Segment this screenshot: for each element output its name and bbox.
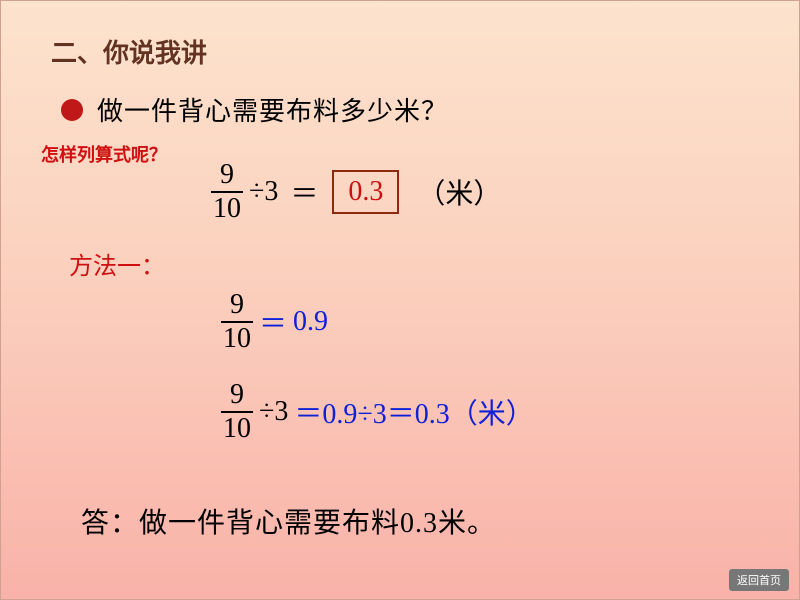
method-label: 方法一： — [69, 246, 165, 281]
equals-expression: ＝0.9÷3＝0.3（米） — [294, 392, 533, 432]
operator: ÷3 — [259, 396, 288, 428]
fraction: 9 10 — [221, 381, 253, 443]
slide: 二、你说我讲 做一件背心需要布料多少米？ 怎样列算式呢？ 9 10 ÷3 ＝ 0… — [0, 0, 800, 600]
fraction: 9 10 — [211, 161, 243, 223]
equals: ＝ — [259, 302, 287, 342]
bullet-icon — [61, 99, 83, 121]
question-row: 做一件背心需要布料多少米？ — [61, 91, 448, 128]
denominator: 10 — [221, 325, 253, 353]
fraction: 9 10 — [221, 291, 253, 353]
operator: ÷3 — [249, 176, 278, 208]
denominator: 10 — [211, 195, 243, 223]
equation-3: 9 10 ÷3 ＝0.9÷3＝0.3（米） — [221, 381, 534, 443]
equation-1: 9 10 ÷3 ＝ 0.3 （米） — [211, 161, 501, 223]
equals: ＝ — [290, 172, 318, 212]
equation-2: 9 10 ＝ 0.9 — [221, 291, 328, 353]
unit: （米） — [417, 172, 501, 212]
answer-box: 0.3 — [332, 170, 399, 214]
denominator: 10 — [221, 415, 253, 443]
question-text: 做一件背心需要布料多少米？ — [97, 91, 448, 128]
answer-text: 答：做一件背心需要布料0.3米。 — [81, 501, 496, 541]
section-title: 二、你说我讲 — [51, 33, 207, 70]
hint-text: 怎样列算式呢？ — [41, 141, 167, 167]
back-button[interactable]: 返回首页 — [729, 569, 789, 591]
numerator: 9 — [228, 291, 246, 319]
numerator: 9 — [228, 381, 246, 409]
value: 0.9 — [293, 306, 328, 338]
numerator: 9 — [218, 161, 236, 189]
